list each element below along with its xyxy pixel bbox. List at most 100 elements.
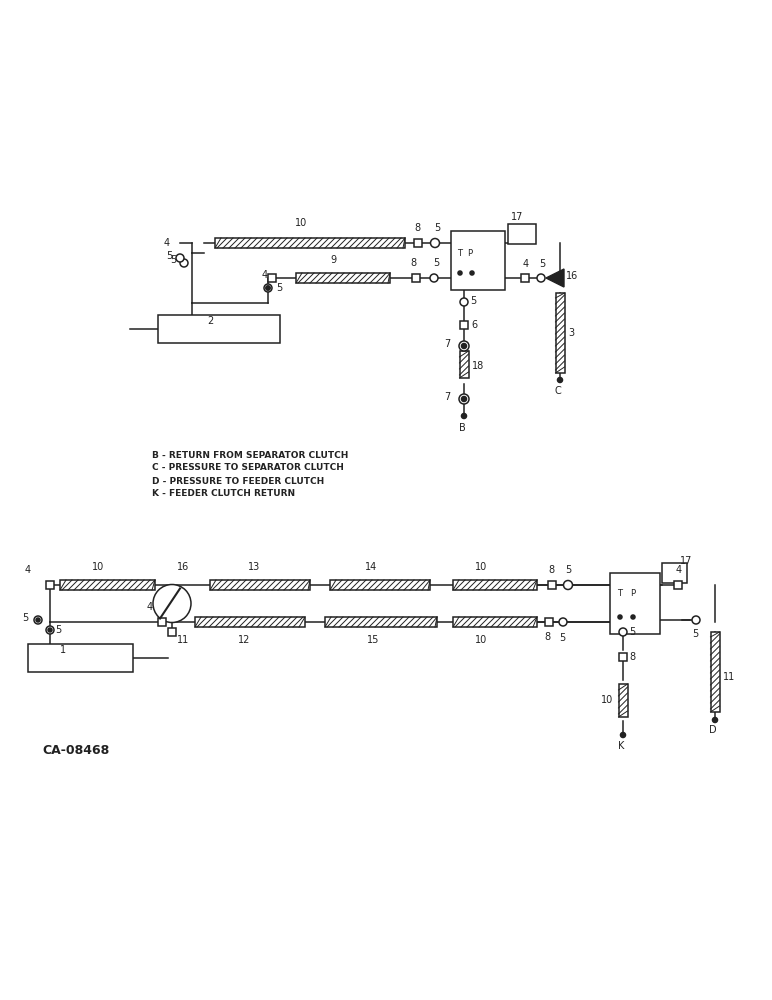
Circle shape	[619, 628, 627, 636]
Bar	[545, 618, 553, 626]
Circle shape	[264, 284, 272, 292]
Bar	[414, 239, 422, 247]
Circle shape	[153, 584, 191, 622]
Bar	[453, 617, 537, 627]
Bar	[460, 321, 468, 329]
Text: 8: 8	[629, 652, 635, 662]
Bar	[453, 580, 537, 590]
Text: 17: 17	[680, 556, 692, 566]
Text: 4: 4	[164, 238, 170, 248]
Text: D - PRESSURE TO FEEDER CLUTCH: D - PRESSURE TO FEEDER CLUTCH	[152, 477, 324, 486]
Bar	[451, 231, 505, 290]
Text: 13: 13	[248, 562, 260, 572]
Text: 10: 10	[601, 695, 613, 705]
Text: 9: 9	[330, 255, 336, 265]
Circle shape	[48, 628, 52, 632]
Circle shape	[430, 274, 438, 282]
Text: 3: 3	[568, 328, 574, 338]
Text: 18: 18	[472, 361, 484, 371]
Circle shape	[537, 274, 545, 282]
Bar	[325, 617, 437, 627]
Text: 17: 17	[511, 212, 523, 222]
Circle shape	[692, 616, 700, 624]
Text: B - RETURN FROM SEPARATOR CLUTCH: B - RETURN FROM SEPARATOR CLUTCH	[152, 450, 348, 460]
Circle shape	[462, 414, 466, 418]
Text: D: D	[709, 725, 717, 735]
Circle shape	[458, 271, 462, 275]
Bar	[330, 580, 430, 590]
Text: 6: 6	[471, 320, 477, 330]
Bar	[459, 351, 469, 378]
Bar	[548, 581, 556, 589]
Text: 15: 15	[367, 635, 379, 645]
Circle shape	[713, 718, 717, 722]
Text: P: P	[630, 588, 635, 597]
Text: 5: 5	[470, 296, 476, 306]
Circle shape	[559, 618, 567, 626]
Circle shape	[46, 626, 54, 634]
Text: 11: 11	[177, 635, 189, 645]
Text: 12: 12	[238, 635, 250, 645]
Text: K: K	[618, 741, 625, 751]
Circle shape	[266, 286, 270, 290]
Text: 10: 10	[475, 635, 487, 645]
Text: 5: 5	[276, 283, 283, 293]
Bar	[296, 273, 390, 283]
Circle shape	[631, 615, 635, 619]
Circle shape	[557, 377, 563, 382]
Text: 4: 4	[147, 602, 153, 612]
Circle shape	[462, 396, 466, 401]
Text: 10: 10	[92, 562, 104, 572]
Bar	[710, 632, 720, 712]
Bar	[158, 315, 280, 343]
Circle shape	[459, 341, 469, 351]
Text: K - FEEDER CLUTCH RETURN: K - FEEDER CLUTCH RETURN	[152, 489, 295, 498]
Text: 5: 5	[170, 255, 176, 265]
Text: 4: 4	[262, 270, 268, 280]
Circle shape	[36, 618, 40, 622]
Text: C - PRESSURE TO SEPARATOR CLUTCH: C - PRESSURE TO SEPARATOR CLUTCH	[152, 464, 344, 473]
Text: 8: 8	[548, 565, 554, 575]
Polygon shape	[546, 269, 564, 287]
Bar	[610, 573, 660, 634]
Text: 10: 10	[295, 218, 307, 228]
Text: 10: 10	[475, 562, 487, 572]
Bar	[215, 238, 405, 248]
Text: 5: 5	[692, 629, 698, 639]
Circle shape	[470, 271, 474, 275]
Text: C: C	[554, 386, 561, 396]
Text: 7: 7	[444, 339, 450, 349]
Text: 5: 5	[565, 565, 571, 575]
Circle shape	[462, 344, 466, 349]
Bar	[158, 618, 166, 626]
Bar	[168, 628, 176, 636]
Circle shape	[621, 732, 625, 738]
Text: 5: 5	[539, 259, 545, 269]
Bar	[619, 653, 627, 661]
Text: 16: 16	[177, 562, 189, 572]
Text: 5: 5	[433, 258, 439, 268]
Circle shape	[618, 615, 622, 619]
Bar	[210, 580, 310, 590]
Bar	[268, 274, 276, 282]
Text: 8: 8	[414, 223, 420, 233]
Text: P: P	[467, 248, 472, 257]
Circle shape	[431, 238, 439, 247]
Bar	[60, 580, 155, 590]
Text: 5: 5	[434, 223, 440, 233]
Bar	[556, 293, 564, 373]
Text: 4: 4	[523, 259, 529, 269]
Text: 1: 1	[60, 645, 66, 655]
Text: 5: 5	[166, 251, 172, 261]
Bar	[28, 644, 133, 672]
Text: B: B	[459, 423, 466, 433]
Circle shape	[176, 254, 184, 262]
Text: 5: 5	[629, 627, 635, 637]
Circle shape	[180, 259, 188, 267]
Bar	[521, 274, 529, 282]
Text: 8: 8	[544, 632, 550, 642]
Text: 7: 7	[444, 392, 450, 402]
Text: 8: 8	[410, 258, 416, 268]
Bar	[195, 617, 305, 627]
Bar	[412, 274, 420, 282]
